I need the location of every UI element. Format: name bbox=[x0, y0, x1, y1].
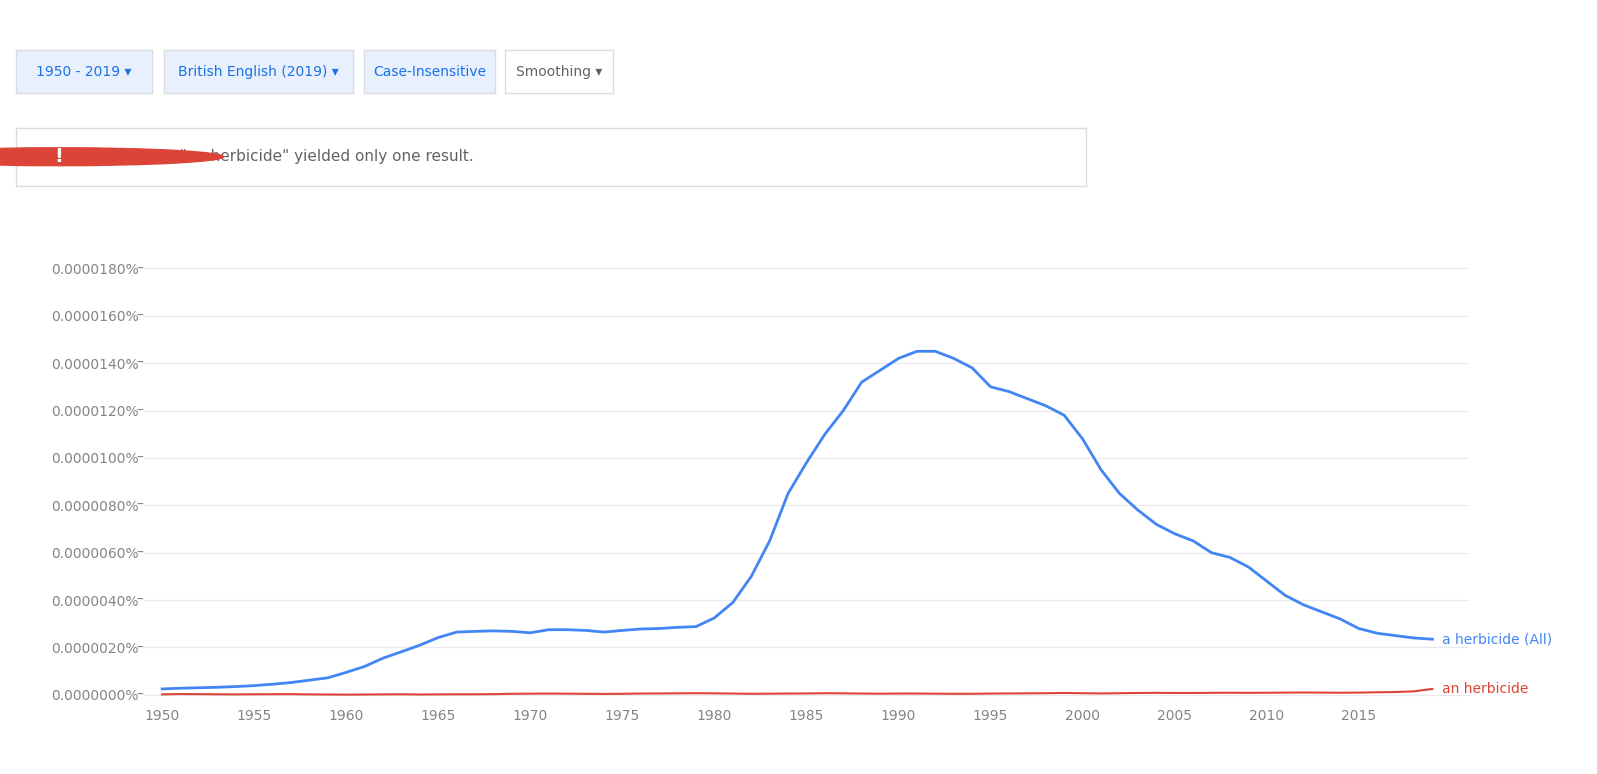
Text: –: – bbox=[137, 546, 144, 560]
Text: Case-Insensitive: Case-Insensitive bbox=[374, 64, 485, 79]
Text: –: – bbox=[137, 688, 144, 702]
Text: –: – bbox=[137, 403, 144, 417]
Text: !: ! bbox=[54, 147, 64, 166]
Text: –: – bbox=[137, 356, 144, 370]
Text: –: – bbox=[137, 593, 144, 607]
Text: –: – bbox=[137, 262, 144, 276]
Text: 1950 - 2019 ▾: 1950 - 2019 ▾ bbox=[37, 64, 131, 79]
Text: a herbicide (All): a herbicide (All) bbox=[1442, 632, 1552, 646]
Circle shape bbox=[0, 148, 224, 166]
Text: Search for "an herbicide" yielded only one result.: Search for "an herbicide" yielded only o… bbox=[96, 149, 474, 164]
Text: –: – bbox=[137, 640, 144, 655]
Text: Smoothing ▾: Smoothing ▾ bbox=[516, 64, 602, 79]
Text: –: – bbox=[137, 451, 144, 465]
Text: British English (2019) ▾: British English (2019) ▾ bbox=[179, 64, 339, 79]
Text: –: – bbox=[137, 309, 144, 323]
Text: an herbicide: an herbicide bbox=[1442, 682, 1528, 696]
Text: –: – bbox=[137, 498, 144, 512]
